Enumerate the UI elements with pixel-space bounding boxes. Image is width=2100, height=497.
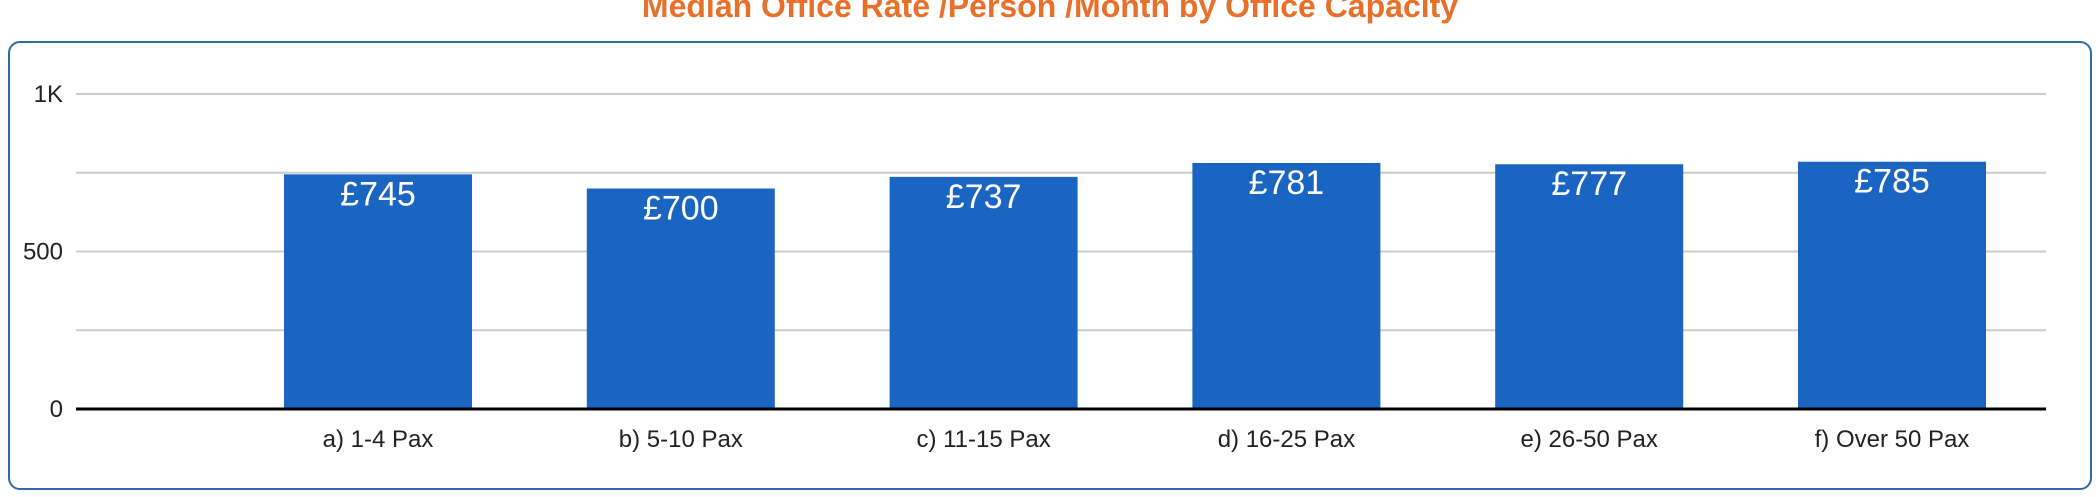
y-tick-label: 1K bbox=[34, 81, 63, 108]
data-label: £700 bbox=[643, 190, 719, 228]
x-tick-label: e) 26-50 Pax bbox=[1520, 426, 1657, 453]
bar bbox=[1798, 161, 1986, 409]
bar bbox=[284, 174, 472, 409]
x-tick-label: a) 1-4 Pax bbox=[323, 426, 434, 453]
data-label: £785 bbox=[1854, 163, 1930, 201]
bar bbox=[1495, 164, 1684, 409]
x-tick-label: b) 5-10 Pax bbox=[619, 426, 743, 453]
bar bbox=[586, 188, 775, 409]
x-tick-label: f) Over 50 Pax bbox=[1815, 426, 1970, 453]
chart-title: Median Office Rate /Person /Month by Off… bbox=[641, 0, 1459, 24]
bar bbox=[889, 176, 1078, 409]
x-tick-label: d) 16-25 Pax bbox=[1218, 426, 1355, 453]
x-tick-label: c) 11-15 Pax bbox=[916, 426, 1050, 453]
data-label: £737 bbox=[946, 178, 1022, 216]
data-label: £777 bbox=[1551, 165, 1627, 203]
y-tick-label: 0 bbox=[50, 396, 63, 423]
y-tick-label: 500 bbox=[23, 239, 63, 266]
data-label: £781 bbox=[1249, 164, 1325, 202]
bar bbox=[1192, 162, 1381, 409]
data-label: £745 bbox=[340, 175, 416, 213]
